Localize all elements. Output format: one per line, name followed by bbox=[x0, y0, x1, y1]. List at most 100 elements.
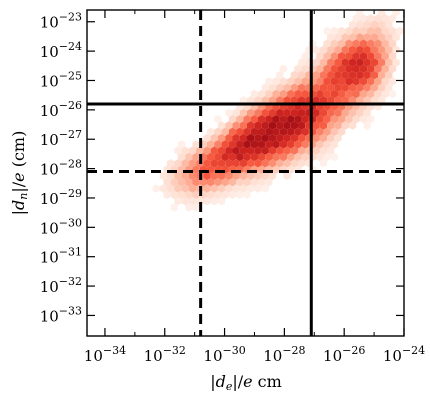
hexbin-cell bbox=[279, 127, 288, 136]
hexbin-cell bbox=[214, 115, 222, 124]
hexbin-cell bbox=[247, 184, 255, 193]
hexbin-cell bbox=[276, 108, 284, 118]
hexbin-cell bbox=[217, 133, 226, 143]
hexbin-cell bbox=[381, 14, 389, 23]
hexbin-cell bbox=[348, 108, 357, 118]
hexbin-cell bbox=[319, 133, 328, 143]
hexbin-cell bbox=[236, 140, 244, 149]
hexbin-cell bbox=[356, 58, 364, 67]
hexbin-cell bbox=[236, 190, 244, 199]
hexbin-cell bbox=[334, 58, 342, 67]
hexbin-cell bbox=[367, 89, 375, 99]
hexbin-cell bbox=[228, 127, 237, 136]
hexbin-cell bbox=[312, 83, 320, 92]
hexbin-cell bbox=[221, 152, 229, 162]
hexbin-cell bbox=[370, 70, 378, 80]
hexbin-cell bbox=[265, 127, 273, 136]
hexbin-cell bbox=[283, 108, 291, 118]
hexbin-cell bbox=[207, 140, 215, 149]
hexbin-cell bbox=[388, 64, 397, 73]
hexbin-cell bbox=[228, 178, 237, 187]
hexbin-cell bbox=[367, 39, 375, 48]
hexbin-cell bbox=[323, 152, 331, 162]
hexbin-cell bbox=[388, 26, 397, 36]
hexbin-cell bbox=[330, 89, 338, 99]
hexbin-cell bbox=[348, 20, 357, 29]
hexbin-cell bbox=[174, 159, 182, 168]
hexbin-cell bbox=[356, 83, 364, 92]
hexbin-cell bbox=[247, 159, 255, 168]
hexbin-cell bbox=[243, 178, 251, 187]
hexbin-cell bbox=[338, 127, 346, 136]
hexbin-cell bbox=[381, 26, 389, 36]
hexbin-cell bbox=[381, 77, 389, 86]
hexbin-cell bbox=[290, 121, 298, 130]
hexbin-cell bbox=[392, 33, 400, 42]
hexbin-cell bbox=[174, 184, 182, 193]
hexbin-cell bbox=[265, 178, 273, 187]
hexbin-cell bbox=[334, 96, 342, 105]
hexbin-cell bbox=[254, 171, 262, 181]
hexbin-cell bbox=[363, 83, 371, 92]
hexbin-cell bbox=[268, 133, 277, 143]
hexbin-cell bbox=[319, 45, 328, 55]
hexbin-cell bbox=[319, 146, 328, 155]
hexbin-cell bbox=[279, 140, 288, 149]
hexbin-cell bbox=[301, 89, 309, 99]
hexbin-cell bbox=[374, 64, 382, 73]
hexbin-cell bbox=[341, 70, 349, 80]
hexbin-cell bbox=[254, 159, 262, 168]
hexbin-cell bbox=[272, 140, 280, 149]
hexbin-cell bbox=[167, 184, 175, 193]
hexbin-cell bbox=[290, 146, 298, 155]
hexbin-cell bbox=[265, 140, 273, 149]
hexbin-cell bbox=[268, 146, 277, 155]
hexbin-cell bbox=[363, 45, 371, 55]
hexbin-cell bbox=[261, 121, 269, 130]
hexbin-cell bbox=[385, 33, 393, 42]
hexbin-cell bbox=[268, 83, 277, 92]
x-tick-label: 10−34 bbox=[84, 344, 126, 365]
hexbin-cell bbox=[378, 58, 386, 67]
y-tick-label: 10−24 bbox=[40, 40, 82, 61]
hexbin-cell bbox=[228, 152, 237, 162]
hexbin-cell bbox=[268, 159, 277, 168]
hexbin-cell bbox=[345, 39, 353, 48]
x-tick-label: 10−32 bbox=[144, 344, 186, 365]
hexbin-cell bbox=[316, 52, 324, 61]
y-tick-label: 10−23 bbox=[40, 11, 82, 32]
hexbin-cell bbox=[236, 115, 244, 124]
hexbin-cell bbox=[268, 108, 277, 118]
hexbin-cell bbox=[327, 108, 335, 118]
hexbin-cell bbox=[327, 83, 335, 92]
hexbin-cell bbox=[356, 20, 364, 29]
hexbin-cell bbox=[334, 70, 342, 80]
hexbin-cell bbox=[207, 190, 215, 199]
hexbin-cell bbox=[214, 178, 222, 187]
hexbin-cell bbox=[207, 178, 215, 187]
hexbin-cell bbox=[203, 133, 211, 143]
hexbin-cell bbox=[217, 146, 226, 155]
hexbin-cell bbox=[316, 127, 324, 136]
hexbin-cell bbox=[301, 152, 309, 162]
hexbin-cell bbox=[378, 70, 386, 80]
hexbin-cell bbox=[370, 58, 378, 67]
hexbin-cell bbox=[221, 140, 229, 149]
hexbin-cell bbox=[177, 190, 186, 199]
hexbin-cell bbox=[359, 64, 368, 73]
hexbin-cell bbox=[338, 64, 346, 73]
hexbin-cell bbox=[323, 115, 331, 124]
hexbin-cell bbox=[247, 121, 255, 130]
hexbin-cell bbox=[265, 115, 273, 124]
hexbin-cell bbox=[352, 26, 360, 36]
hexbin-cell bbox=[359, 77, 368, 86]
hexbin-cell bbox=[247, 146, 255, 155]
plot-frame bbox=[86, 9, 405, 337]
hexbin-cell bbox=[330, 77, 338, 86]
hexbin-cell bbox=[363, 70, 371, 80]
hexbin-cell bbox=[261, 146, 269, 155]
hexbin-cell bbox=[214, 127, 222, 136]
hexbin-cell bbox=[188, 159, 197, 168]
x-axis-label: |de|/e cm bbox=[210, 372, 282, 393]
